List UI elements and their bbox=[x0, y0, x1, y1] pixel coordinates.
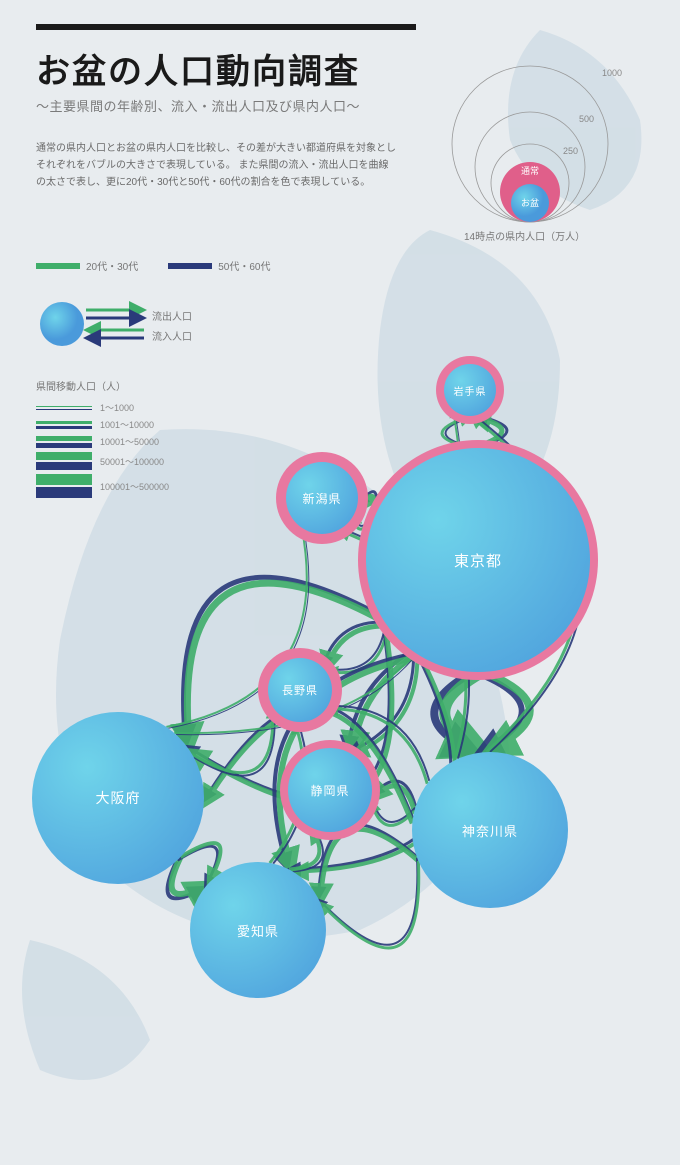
width-legend-header: 県間移動人口（人） bbox=[36, 378, 169, 393]
node-label: 岩手県 bbox=[454, 383, 487, 398]
page-subtitle: 〜主要県間の年齢別、流入・流出人口及び県内人口〜 bbox=[36, 96, 360, 115]
age-label-old: 50代・60代 bbox=[218, 258, 270, 273]
size-legend: 1000 500 250 通常お盆 14時点の県内人口（万人） bbox=[440, 36, 640, 241]
node-niigata: 新潟県 bbox=[286, 462, 358, 534]
node-shizuoka: 静岡県 bbox=[288, 748, 372, 832]
width-legend-label: 10001〜50000 bbox=[100, 435, 159, 448]
width-legend-row: 1001〜10000 bbox=[36, 418, 169, 431]
age-swatch-old bbox=[168, 263, 212, 269]
node-label: 長野県 bbox=[282, 682, 318, 698]
width-legend-label: 100001〜500000 bbox=[100, 480, 169, 493]
svg-text:通常: 通常 bbox=[521, 165, 539, 176]
node-label: 新潟県 bbox=[302, 490, 341, 507]
width-legend-label: 1〜1000 bbox=[100, 401, 134, 414]
svg-text:250: 250 bbox=[563, 146, 578, 156]
node-aichi: 愛知県 bbox=[190, 862, 326, 998]
node-label: 東京都 bbox=[454, 550, 502, 571]
node-label: 神奈川県 bbox=[462, 821, 518, 840]
node-osaka: 大阪府 bbox=[32, 712, 204, 884]
age-color-legend: 20代・30代 50代・60代 bbox=[36, 258, 271, 273]
size-legend-caption: 14時点の県内人口（万人） bbox=[464, 228, 585, 243]
node-nagano: 長野県 bbox=[268, 658, 332, 722]
flow-in-label: 流入人口 bbox=[152, 328, 192, 343]
width-legend-label: 1001〜10000 bbox=[100, 418, 154, 431]
width-legend-label: 50001〜100000 bbox=[100, 455, 164, 468]
flow-direction-legend: 流出人口 流入人口 bbox=[36, 296, 206, 357]
page-title: お盆の人口動向調査 bbox=[36, 44, 360, 93]
width-legend-row: 100001〜500000 bbox=[36, 474, 169, 498]
age-swatch-young bbox=[36, 263, 80, 269]
svg-text:500: 500 bbox=[579, 114, 594, 124]
width-legend-row: 50001〜100000 bbox=[36, 452, 169, 470]
node-tokyo: 東京都 bbox=[366, 448, 590, 672]
node-label: 大阪府 bbox=[96, 788, 141, 808]
age-label-young: 20代・30代 bbox=[86, 258, 138, 273]
node-kanagawa: 神奈川県 bbox=[412, 752, 568, 908]
svg-text:1000: 1000 bbox=[602, 68, 622, 78]
width-legend-row: 1〜1000 bbox=[36, 401, 169, 414]
node-iwate: 岩手県 bbox=[444, 364, 496, 416]
title-rule bbox=[36, 24, 416, 30]
width-legend-row: 10001〜50000 bbox=[36, 435, 169, 448]
line-width-legend: 県間移動人口（人） 1〜1000 1001〜10000 10001〜50000 500… bbox=[36, 378, 169, 502]
node-label: 静岡県 bbox=[310, 782, 349, 799]
svg-text:お盆: お盆 bbox=[521, 197, 539, 208]
node-label: 愛知県 bbox=[237, 921, 279, 940]
flow-out-label: 流出人口 bbox=[152, 308, 192, 323]
description-text: 通常の県内人口とお盆の県内人口を比較し、その差が大きい都道府県を対象としそれぞれ… bbox=[36, 140, 396, 191]
